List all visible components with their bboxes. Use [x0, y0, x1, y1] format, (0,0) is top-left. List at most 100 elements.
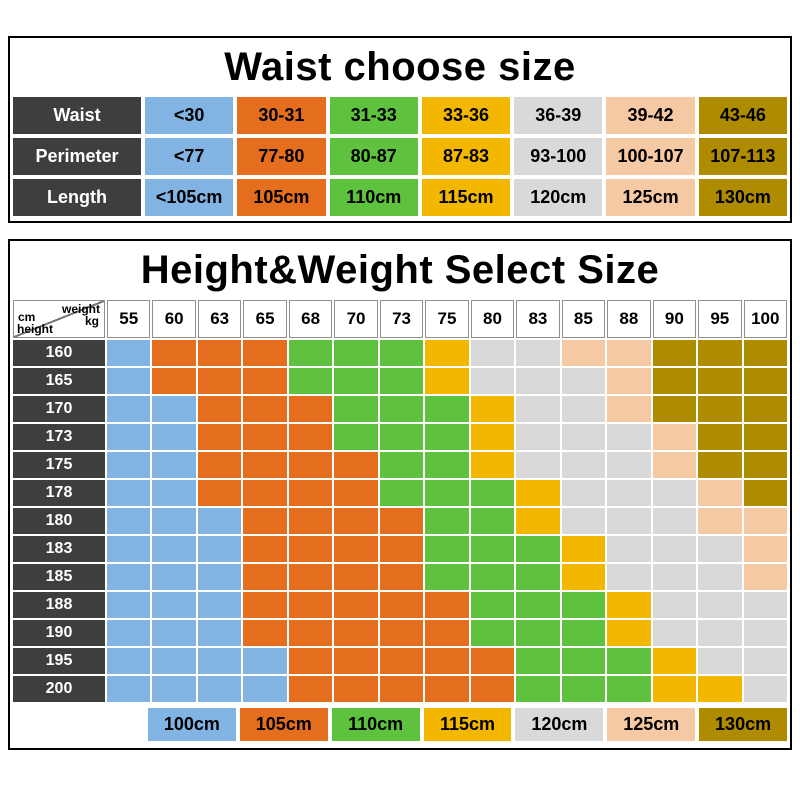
grid-cell: [334, 648, 378, 674]
grid-cell: [743, 564, 787, 590]
grid-cell: [652, 676, 697, 702]
grid-cell: [243, 564, 287, 590]
grid-cell: [743, 452, 787, 478]
waist-cell: 36-39: [514, 97, 603, 134]
grid-cell: [288, 480, 333, 506]
grid-cell: [516, 676, 560, 702]
grid-cell: [288, 368, 333, 394]
weight-header: 83: [516, 300, 560, 338]
weight-header: 73: [379, 300, 424, 338]
grid-cell: [743, 648, 787, 674]
grid-cell: [334, 536, 378, 562]
grid-cell: [516, 592, 560, 618]
grid-cell: [197, 676, 242, 702]
grid-cell: [152, 536, 196, 562]
grid-cell: [607, 368, 651, 394]
grid-cell: [197, 536, 242, 562]
weight-header: 65: [243, 300, 287, 338]
grid-cell: [743, 424, 787, 450]
grid-cell: [470, 480, 515, 506]
grid-cell: [107, 564, 151, 590]
waist-cell: 100-107: [606, 138, 695, 175]
grid-cell: [470, 648, 515, 674]
grid-cell: [197, 368, 242, 394]
grid-cell: [425, 648, 469, 674]
grid-cell: [470, 340, 515, 366]
legend-cell: 100cm: [148, 708, 236, 741]
grid-cell: [425, 340, 469, 366]
corner-cell: weight kg cm height: [13, 300, 105, 338]
grid-cell: [607, 648, 651, 674]
grid-cell: [197, 396, 242, 422]
grid-cell: [561, 480, 606, 506]
height-weight-panel: Height&Weight Select Size weight kg cm h…: [8, 239, 792, 750]
weight-header: 100: [743, 300, 787, 338]
grid-cell: [243, 396, 287, 422]
grid-cell: [607, 480, 651, 506]
grid-cell: [470, 620, 515, 646]
waist-cell: 43-46: [698, 97, 787, 134]
grid-cell: [425, 592, 469, 618]
grid-cell: [516, 508, 560, 534]
grid-cell: [152, 368, 196, 394]
grid-cell: [197, 620, 242, 646]
grid-cell: [379, 564, 424, 590]
grid-cell: [243, 480, 287, 506]
grid-cell: [288, 424, 333, 450]
grid-cell: [243, 368, 287, 394]
grid-cell: [470, 424, 515, 450]
grid-cell: [470, 676, 515, 702]
grid-cell: [107, 424, 151, 450]
waist-cell: 120cm: [514, 179, 603, 216]
grid-cell: [607, 396, 651, 422]
grid-cell: [698, 340, 742, 366]
size-legend: 100cm 105cm 110cm 115cm 120cm 125cm 130cm: [10, 702, 790, 748]
grid-cell: [470, 564, 515, 590]
weight-header: 70: [334, 300, 378, 338]
weight-header: 95: [698, 300, 742, 338]
legend-cell: 105cm: [239, 708, 328, 741]
grid-cell: [152, 396, 196, 422]
grid-cell: [652, 452, 697, 478]
grid-cell: [516, 396, 560, 422]
grid-cell: [152, 676, 196, 702]
grid-cell: [607, 620, 651, 646]
grid-cell: [470, 508, 515, 534]
grid-cell: [743, 592, 787, 618]
grid-cell: [197, 508, 242, 534]
grid-cell: [288, 536, 333, 562]
grid-cell: [107, 676, 151, 702]
grid-cell: [698, 424, 742, 450]
grid-cell: [698, 564, 742, 590]
grid-cell: [379, 620, 424, 646]
grid-cell: [152, 340, 196, 366]
grid-cell: [516, 424, 560, 450]
height-label: 188: [13, 592, 105, 618]
corner-weight-label: weight: [62, 302, 100, 316]
grid-cell: [652, 340, 697, 366]
grid-cell: [334, 480, 378, 506]
grid-cell: [561, 564, 606, 590]
grid-cell: [743, 536, 787, 562]
row-label: Waist: [13, 97, 141, 134]
grid-cell: [288, 592, 333, 618]
legend-cell: 125cm: [607, 708, 696, 741]
grid-cell: [379, 480, 424, 506]
waist-cell: 77-80: [237, 138, 326, 175]
weight-header: 88: [607, 300, 651, 338]
row-label: Perimeter: [13, 138, 141, 175]
grid-cell: [243, 592, 287, 618]
grid-cell: [607, 564, 651, 590]
grid-cell: [743, 508, 787, 534]
corner-cm-label: cm: [18, 310, 36, 324]
grid-cell: [470, 452, 515, 478]
grid-cell: [107, 536, 151, 562]
grid-cell: [698, 396, 742, 422]
waist-cell: 115cm: [421, 179, 511, 216]
grid-cell: [243, 452, 287, 478]
height-label: 195: [13, 648, 105, 674]
grid-cell: [607, 424, 651, 450]
waist-cell: <77: [145, 138, 234, 175]
grid-cell: [107, 452, 151, 478]
grid-cell: [334, 452, 378, 478]
